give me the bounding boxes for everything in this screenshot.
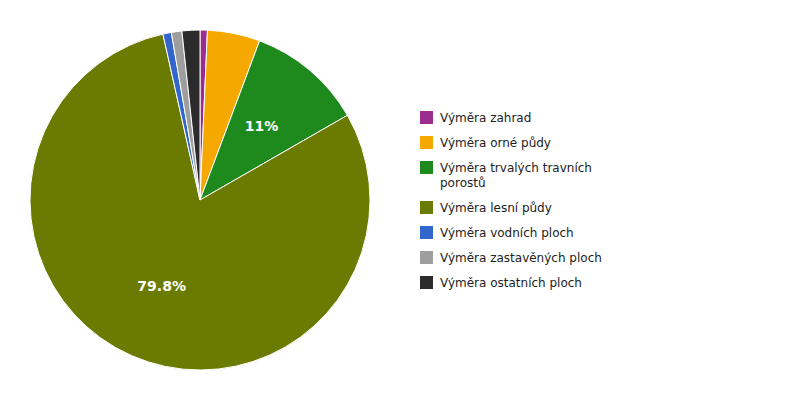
- legend-item: Výměra zastavěných ploch: [420, 251, 602, 265]
- legend-swatch: [420, 201, 433, 214]
- chart: 11%79.8%Výměra zahradVýměra orné půdyVým…: [0, 0, 800, 400]
- legend-label: Výměra orné půdy: [440, 136, 551, 150]
- legend-item: Výměra zahrad: [420, 111, 531, 125]
- data-label: 79.8%: [137, 278, 186, 294]
- legend-swatch: [420, 251, 433, 264]
- legend-swatch: [420, 136, 433, 149]
- pie-slice: [182, 30, 200, 200]
- legend-item: Výměra trvalých travníchporostů: [420, 161, 592, 190]
- legend-item: Výměra lesní půdy: [420, 201, 552, 215]
- legend-item: Výměra orné půdy: [420, 136, 551, 150]
- legend-label: Výměra trvalých travníchporostů: [440, 161, 592, 190]
- legend-item: Výměra vodních ploch: [420, 226, 574, 240]
- legend-swatch: [420, 111, 433, 124]
- pie-slice: [171, 31, 200, 200]
- legend-swatch: [420, 276, 433, 289]
- legend-label: Výměra zastavěných ploch: [440, 251, 602, 265]
- legend-label: Výměra lesní půdy: [440, 201, 552, 215]
- pie: 11% 79.8%: [30, 30, 370, 370]
- legend-label: Výměra zahrad: [440, 111, 531, 125]
- legend-label: Výměra ostatních ploch: [440, 276, 582, 290]
- legend-swatch: [420, 161, 433, 174]
- legend-item: Výměra ostatních ploch: [420, 276, 582, 290]
- legend-swatch: [420, 226, 433, 239]
- legend-label: Výměra vodních ploch: [440, 226, 574, 240]
- legend: Výměra zahrad Výměra orné půdy Výměra trva…: [420, 111, 602, 290]
- data-label: 11%: [245, 118, 279, 134]
